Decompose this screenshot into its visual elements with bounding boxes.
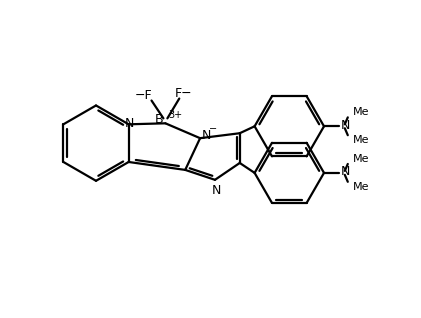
Text: N: N: [341, 119, 350, 132]
Text: N: N: [125, 117, 134, 130]
Text: Me: Me: [353, 154, 369, 164]
Text: F−: F−: [174, 87, 192, 100]
Text: N: N: [211, 184, 221, 197]
Text: −F: −F: [135, 89, 152, 102]
Text: −: −: [209, 124, 217, 134]
Text: 3+: 3+: [168, 110, 182, 121]
Text: Me: Me: [353, 182, 369, 192]
Text: B: B: [155, 113, 163, 126]
Text: Me: Me: [353, 107, 369, 117]
Text: N: N: [202, 129, 211, 142]
Text: Me: Me: [353, 135, 369, 145]
Text: N: N: [341, 165, 350, 178]
